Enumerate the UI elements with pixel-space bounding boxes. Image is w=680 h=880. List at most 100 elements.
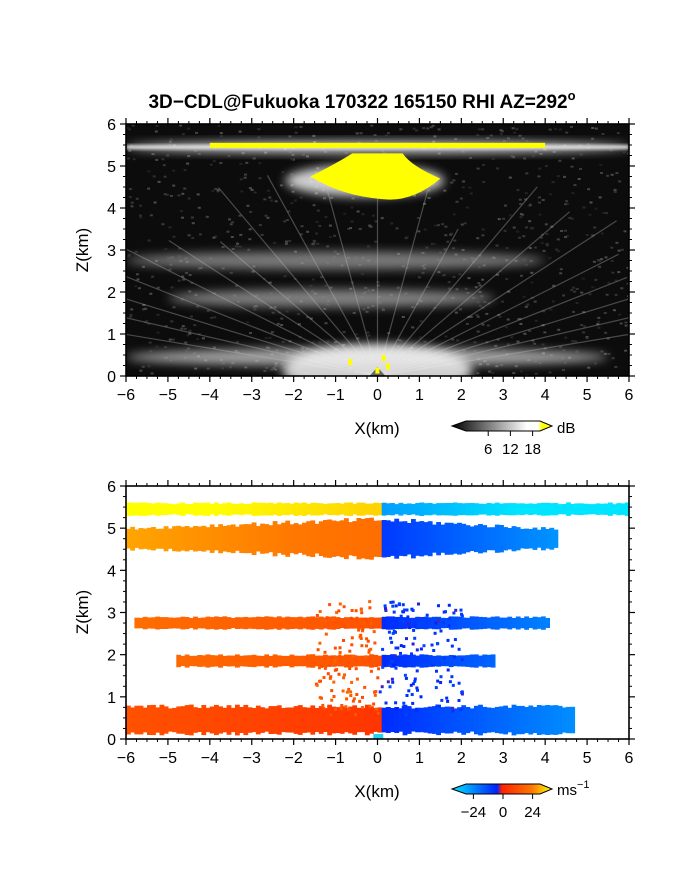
noise-speck (495, 244, 499, 247)
velocity-cell (222, 707, 228, 733)
noise-speck (300, 225, 304, 228)
intensity-colorbar-bar (450, 420, 554, 432)
velocity-cell (306, 707, 311, 733)
noise-speck (604, 212, 608, 215)
velocity-cell (549, 705, 555, 735)
noise-speck (349, 287, 353, 290)
velocity-cell (511, 526, 517, 552)
velocity-cell (297, 616, 303, 630)
noise-speck (250, 188, 254, 191)
noise-speck (370, 124, 374, 127)
velocity-cell (402, 704, 408, 736)
x-tick-label: 6 (625, 387, 634, 404)
velocity-cell (612, 504, 617, 515)
noise-speck (467, 316, 471, 319)
noise-speck (437, 152, 441, 155)
velocity-cell (134, 705, 140, 735)
noise-speck (474, 286, 478, 289)
velocity-speck (368, 600, 372, 604)
velocity-cell (603, 503, 609, 515)
noise-speck (522, 295, 526, 298)
noise-speck (575, 350, 579, 353)
velocity-speck (376, 711, 380, 715)
noise-speck (559, 345, 563, 348)
noise-speck (221, 246, 225, 248)
velocity-cell (247, 707, 253, 733)
noise-speck (617, 249, 621, 252)
noise-speck (524, 198, 528, 201)
noise-speck (533, 300, 537, 303)
noise-speck (141, 365, 145, 368)
noise-speck (182, 278, 186, 281)
velocity-cell (415, 655, 420, 667)
noise-speck (626, 152, 629, 155)
noise-speck (626, 295, 629, 298)
velocity-speck (437, 604, 440, 608)
noise-speck (149, 350, 153, 353)
velocity-speck (450, 644, 454, 648)
noise-speck (507, 137, 510, 140)
noise-speck (294, 131, 298, 134)
velocity-cell (448, 655, 454, 668)
velocity-cell (167, 708, 173, 732)
noise-speck (306, 316, 310, 319)
velocity-cell (344, 707, 349, 733)
velocity-cell (486, 527, 492, 551)
velocity-cell (566, 502, 571, 516)
velocity-cell (553, 503, 559, 516)
noise-speck (152, 175, 156, 178)
noise-speck (571, 340, 575, 343)
noise-speck (395, 227, 399, 230)
velocity-cell (163, 526, 169, 552)
intensity-x-axis-label: X(km) (354, 419, 399, 438)
noise-speck (519, 203, 523, 205)
noise-speck (311, 243, 315, 246)
velocity-speck (392, 610, 396, 614)
velocity-speck (389, 636, 393, 640)
velocity-cell (381, 707, 387, 733)
noise-speck (519, 216, 523, 219)
noise-speck (213, 316, 217, 319)
velocity-cell (147, 503, 152, 516)
velocity-cell (511, 503, 517, 516)
noise-speck (227, 155, 231, 158)
velocity-cell (251, 502, 257, 516)
velocity-cell (524, 616, 529, 630)
velocity-speck (361, 706, 364, 709)
velocity-speck (359, 633, 363, 637)
velocity-cell (515, 503, 521, 515)
velocity-cell (436, 503, 441, 516)
velocity-speck (361, 629, 364, 633)
velocity-cell (302, 655, 307, 667)
noise-speck (477, 282, 481, 284)
velocity-cell (499, 617, 504, 629)
velocity-cell (444, 618, 450, 629)
y-tick-label: 1 (107, 690, 116, 707)
colorbar-tick-label: 12 (502, 441, 519, 458)
velocity-cell (595, 503, 601, 515)
intensity-axes: −6 −5 −4 −3 −2 −1 0 1 2 3 4 5 6 0 1 2 3 4 5 6 (107, 117, 635, 404)
velocity-speck (326, 672, 330, 676)
velocity-cell (427, 655, 433, 667)
velocity-speck (328, 676, 332, 680)
noise-speck (585, 234, 589, 236)
velocity-speck (339, 707, 343, 710)
velocity-speck (411, 642, 415, 646)
noise-speck (135, 197, 139, 200)
velocity-cell (205, 502, 211, 516)
velocity-cell (205, 707, 211, 733)
velocity-cell (532, 616, 538, 630)
velocity-speck (375, 707, 379, 711)
noise-speck (217, 124, 221, 127)
x-tick-label: −3 (243, 750, 261, 767)
velocity-cell (532, 527, 538, 550)
noise-speck (598, 196, 602, 199)
velocity-cell (499, 706, 504, 734)
noise-speck (248, 187, 252, 190)
velocity-cell (482, 503, 488, 515)
velocity-speck (350, 680, 354, 684)
noise-speck (556, 175, 560, 178)
velocity-cell (348, 654, 353, 668)
velocity-cell (285, 616, 291, 630)
velocity-speck (389, 600, 393, 604)
